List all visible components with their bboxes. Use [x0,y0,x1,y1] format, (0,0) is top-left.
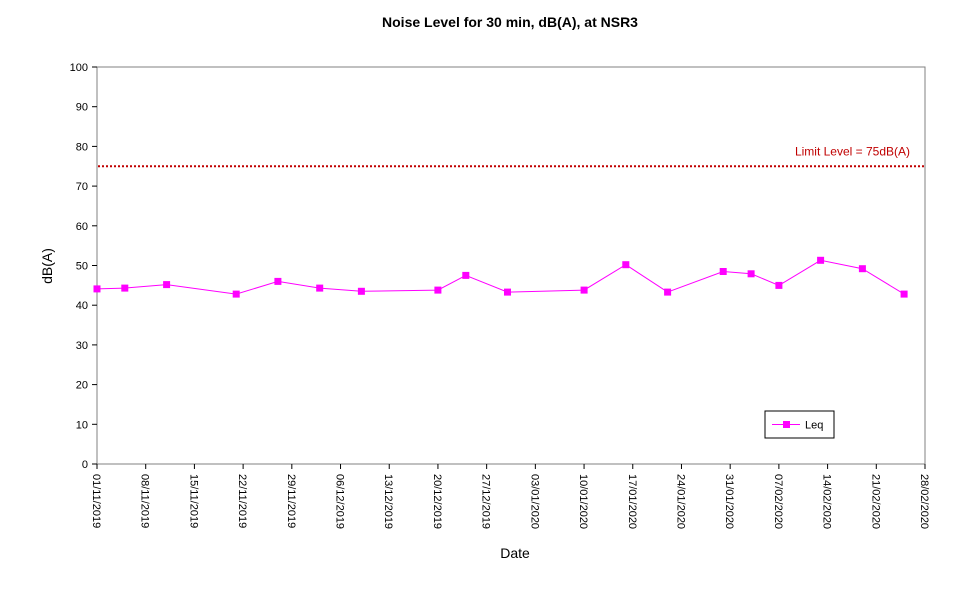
data-point [504,288,511,296]
y-tick-label: 20 [76,380,88,392]
series-leq [93,256,908,298]
plot-area [96,66,926,465]
x-tick-label: 24/01/2020 [674,474,686,529]
x-tick-label: 08/11/2019 [139,474,151,528]
data-point [462,271,470,279]
data-point [664,288,672,296]
data-point [775,281,783,289]
x-tick-label: 21/02/2020 [869,474,881,529]
y-tick-label: 30 [76,340,88,352]
data-point [274,277,282,285]
x-axis: 01/11/2019 08/11/2019 15/11/2019 22/11/2019… [90,464,930,529]
data-point [93,285,101,293]
data-point [232,290,240,298]
y-tick-label: 90 [76,102,88,114]
x-tick-label: 28/02/2020 [918,474,930,529]
y-tick-label: 70 [76,181,88,193]
legend-marker [783,421,790,428]
x-tick-label: 10/01/2020 [577,474,589,529]
data-point [747,270,755,278]
data-point [622,261,630,269]
data-point [719,268,727,275]
y-axis-label: dB(A) [39,248,55,284]
data-point [434,286,442,294]
data-point [900,290,908,298]
data-point [121,284,129,292]
legend-label: Leq [805,420,823,432]
y-tick-label: 60 [76,221,88,233]
y-tick-label: 100 [70,62,88,74]
y-tick-label: 50 [76,261,88,273]
x-tick-label: 01/11/2019 [90,474,102,528]
limit-label: Limit Level = 75dB(A) [795,144,910,158]
y-tick-label: 10 [76,419,88,431]
data-point [858,265,866,273]
chart-title: Noise Level for 30 min, dB(A), at NSR3 [382,14,638,30]
x-tick-label: 29/11/2019 [285,474,297,528]
data-point [163,281,171,289]
y-tick-label: 40 [76,300,88,312]
x-tick-label: 22/11/2019 [236,474,248,528]
x-tick-label: 03/01/2020 [528,474,540,529]
x-tick-label: 31/01/2020 [723,474,735,529]
data-point [580,286,588,294]
x-tick-label: 07/02/2020 [772,474,784,529]
data-point [357,287,365,295]
x-tick-label: 17/01/2020 [626,474,638,529]
legend: Leq [764,410,835,439]
data-point [817,256,825,264]
y-axis: 0 10 20 30 40 50 60 70 80 90 100 [70,62,97,471]
y-tick-label: 80 [76,141,88,153]
x-tick-label: 06/12/2019 [334,474,346,529]
x-tick-label: 20/12/2019 [431,474,443,529]
x-axis-label: Date [500,545,530,561]
y-tick-label: 0 [82,459,88,471]
x-tick-label: 15/11/2019 [187,474,199,528]
x-tick-label: 13/12/2019 [382,474,394,529]
x-tick-label: 27/12/2019 [480,474,492,529]
x-tick-label: 14/02/2020 [821,474,833,529]
data-point [316,284,324,292]
